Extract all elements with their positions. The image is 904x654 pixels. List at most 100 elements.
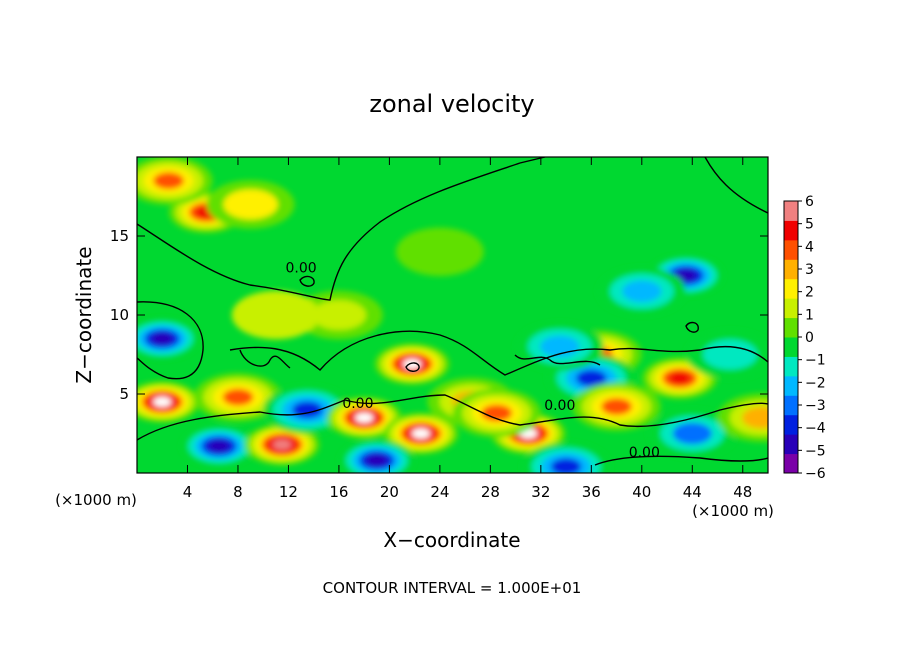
colorbar-tick-label: 1 xyxy=(805,307,814,323)
field-feature-level xyxy=(153,396,172,407)
field-feature xyxy=(686,330,768,379)
field-feature xyxy=(648,409,737,458)
colorbar-swatch xyxy=(784,453,798,474)
colorbar-swatch xyxy=(784,434,798,455)
colorbar-swatch xyxy=(784,375,798,396)
field-feature-level xyxy=(672,422,712,445)
y-tick-label: 15 xyxy=(110,227,129,245)
field-feature xyxy=(294,290,383,340)
field-feature-level xyxy=(355,412,374,423)
field-feature-level xyxy=(231,290,320,340)
colorbar-tick-label: −6 xyxy=(805,466,826,482)
field-feature xyxy=(137,318,200,360)
x-tick-label: 24 xyxy=(430,483,449,501)
field-feature xyxy=(326,397,402,439)
colorbar-tick-label: 4 xyxy=(805,239,814,255)
contour-small-loop-2 xyxy=(685,321,699,333)
field-feature xyxy=(597,267,686,316)
field-feature xyxy=(194,373,282,422)
field-feature-level xyxy=(601,398,632,415)
field-feature xyxy=(231,290,320,340)
field-feature-level xyxy=(222,388,254,406)
field-feature-level xyxy=(395,227,484,276)
chart-title: zonal velocity xyxy=(369,90,534,118)
field-feature-level xyxy=(742,406,768,429)
colorbar-tick-label: 0 xyxy=(805,330,814,346)
contour-label: 0.00 xyxy=(342,396,373,412)
contour-bottom-right xyxy=(594,455,768,466)
contour-small-loop-1 xyxy=(299,275,315,287)
colorbar: 6 5 4 3 2 1 0 −1 −2 −3 −4 −5 −6 xyxy=(783,194,826,482)
field-feature xyxy=(244,424,320,466)
field-feature-level xyxy=(550,458,582,473)
colorbar-swatch xyxy=(784,337,798,357)
x-tick-label: 32 xyxy=(531,483,550,501)
colorbar-tick-label: 3 xyxy=(805,262,814,278)
x-tick-label: 40 xyxy=(632,483,651,501)
x-axis-label: X−coordinate xyxy=(383,528,520,552)
y-axis-label: Z−coordinate xyxy=(72,246,96,383)
contour-wiggle-right xyxy=(514,354,601,366)
field-feature-level xyxy=(223,189,278,220)
x-tick-label: 4 xyxy=(183,483,193,501)
colorbar-tick-label: −5 xyxy=(805,443,826,459)
x-axis-unit-left: (×1000 m) xyxy=(55,491,137,509)
field-feature-level xyxy=(273,439,292,450)
colorbar-swatch xyxy=(784,317,798,338)
field-feature xyxy=(181,425,257,467)
field-feature xyxy=(137,381,200,423)
colorbar-tick-label: −4 xyxy=(805,421,826,437)
contour-lower-band xyxy=(137,394,768,441)
colorbar-swatch xyxy=(784,395,798,416)
field-feature xyxy=(137,157,213,205)
field-feature xyxy=(515,322,604,371)
colorbar-swatch xyxy=(784,414,798,435)
colorbar-tick-label: 6 xyxy=(805,194,814,210)
x-tick-label: 48 xyxy=(733,483,752,501)
colorbar-tick-label: −1 xyxy=(805,353,826,369)
x-tick-label: 44 xyxy=(683,483,702,501)
x-tick-label: 8 xyxy=(233,483,243,501)
zero-contour-lines xyxy=(137,157,768,466)
contour-label: 0.00 xyxy=(544,398,575,414)
contour-wiggle-left xyxy=(239,349,291,369)
colorbar-swatch xyxy=(784,278,798,299)
field-feature-level xyxy=(366,454,388,467)
x-axis-unit-right: (×1000 m) xyxy=(692,502,774,520)
x-axis: 4 8 12 16 20 24 28 32 36 40 44 48 xyxy=(183,157,752,501)
colorbar-tick-label: 5 xyxy=(805,217,814,233)
velocity-field xyxy=(137,157,768,473)
y-tick-label: 5 xyxy=(119,385,129,403)
field-feature xyxy=(383,412,459,455)
field-feature-level xyxy=(669,372,691,385)
field-feature xyxy=(374,343,450,385)
field-feature xyxy=(452,388,541,438)
x-tick-label: 28 xyxy=(481,483,500,501)
field-feature xyxy=(572,382,661,431)
x-tick-label: 36 xyxy=(582,483,601,501)
contour-labels: 0.00 0.00 0.00 0.00 xyxy=(286,260,660,461)
colorbar-tick-label: 2 xyxy=(805,285,814,301)
plot-area: 0.000.00 0.000.00 4 8 12 16 20 24 28 32 36 40 44 48 … xyxy=(110,156,769,501)
contour-middle-band xyxy=(229,330,768,376)
colorbar-tick-label: −3 xyxy=(805,398,826,414)
field-feature xyxy=(206,180,295,229)
field-feature-level xyxy=(576,369,607,387)
field-feature-level xyxy=(481,404,512,422)
field-feature xyxy=(339,439,415,473)
field-feature xyxy=(522,442,611,473)
field-feature-level xyxy=(411,428,430,439)
colorbar-swatch xyxy=(784,239,798,260)
contour-label: 0.00 xyxy=(286,260,317,276)
field-feature-level xyxy=(151,332,173,345)
contour-label: 0.00 xyxy=(629,445,660,461)
colorbar-tick-label: −2 xyxy=(805,375,826,391)
colorbar-swatch xyxy=(784,259,798,280)
field-feature-level xyxy=(703,339,758,370)
y-tick-label: 10 xyxy=(110,306,129,324)
field-feature-level xyxy=(622,280,662,303)
colorbar-swatch xyxy=(784,298,798,319)
x-tick-label: 16 xyxy=(329,483,348,501)
contour-small-loop-3 xyxy=(405,362,420,372)
field-feature-level xyxy=(311,300,366,330)
